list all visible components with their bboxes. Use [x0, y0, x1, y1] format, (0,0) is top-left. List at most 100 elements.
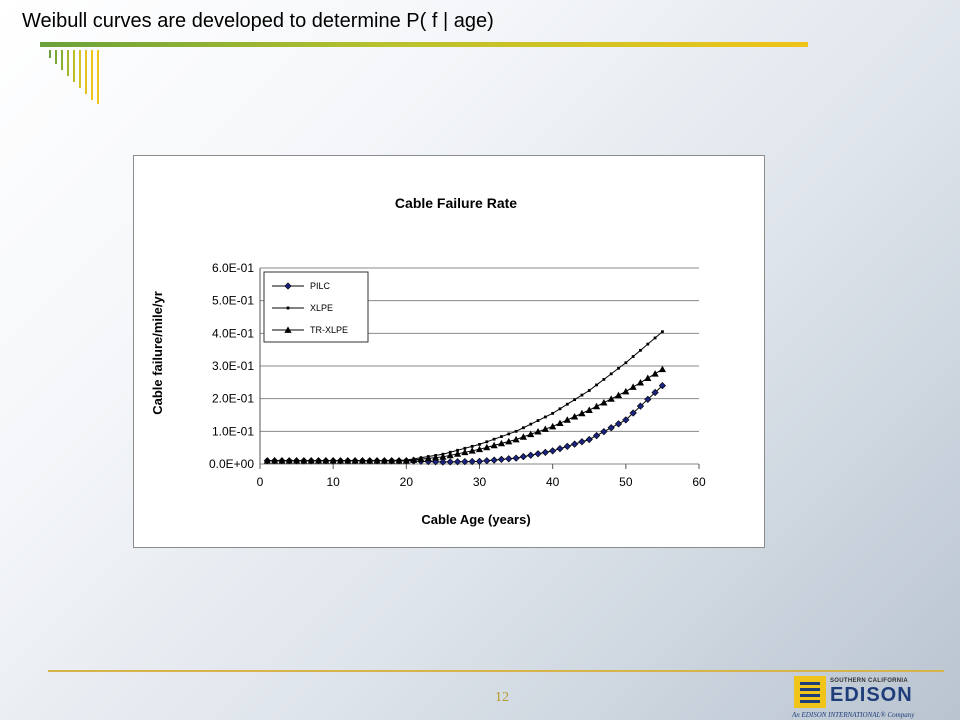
data-point: [463, 446, 467, 450]
legend-swatch-marker: [284, 326, 292, 333]
data-point: [646, 342, 650, 346]
x-tick-label: 40: [546, 475, 560, 489]
data-point: [410, 456, 418, 463]
data-point: [551, 411, 555, 415]
data-point: [388, 457, 396, 464]
data-point: [658, 381, 667, 390]
data-point: [512, 454, 520, 462]
chart-title: Cable Failure Rate: [395, 195, 517, 211]
series-xlpe: [265, 330, 664, 463]
legend-label: PILC: [310, 281, 331, 291]
x-axis-label: Cable Age (years): [421, 512, 530, 527]
data-point: [453, 450, 462, 457]
data-point: [578, 438, 586, 446]
data-point: [505, 455, 513, 463]
data-point: [490, 456, 498, 464]
data-point: [600, 428, 608, 436]
data-point: [658, 365, 667, 373]
data-point: [639, 348, 642, 352]
data-point: [578, 409, 586, 417]
data-point: [644, 395, 652, 403]
y-tick-label: 2.0E-01: [212, 392, 254, 406]
x-tick-label: 10: [326, 475, 340, 489]
data-point: [336, 457, 345, 464]
data-point: [329, 457, 337, 464]
data-point: [278, 457, 286, 464]
legend-swatch-marker: [284, 282, 292, 290]
data-point: [358, 457, 367, 464]
series-line: [267, 331, 663, 462]
data-point: [573, 398, 577, 402]
data-point: [534, 450, 542, 458]
data-point: [300, 457, 308, 464]
legend-label: XLPE: [310, 303, 333, 313]
y-tick-label: 0.0E+00: [209, 457, 254, 471]
cable-failure-rate-chart: Cable Failure Rate Cable Age (years) Cab…: [150, 195, 706, 527]
data-point: [549, 447, 557, 455]
data-point: [571, 413, 579, 420]
data-point: [417, 455, 425, 463]
data-point: [373, 457, 381, 464]
data-point: [490, 441, 498, 449]
data-point: [556, 445, 564, 453]
legend: PILC XLPE TR-XLPE: [263, 271, 369, 343]
sun-logo-icon: [794, 676, 826, 708]
data-point: [475, 457, 484, 466]
axes: 0.0E+00 1.0E-01 2.0E-01 3.0E-01 4.0E-01 5.0E-…: [209, 261, 706, 489]
data-point: [285, 457, 293, 464]
data-point: [402, 457, 410, 464]
y-axis-label: Cable failure/mile/yr: [150, 291, 165, 415]
data-point: [475, 445, 484, 453]
data-point: [541, 448, 549, 456]
y-tick-label: 5.0E-01: [212, 294, 254, 308]
data-point: [485, 440, 489, 444]
data-point: [351, 457, 359, 464]
data-point: [527, 451, 535, 459]
data-point: [629, 383, 637, 390]
x-tick-label: 30: [473, 475, 487, 489]
series-pilc: [263, 381, 667, 466]
data-point: [570, 440, 579, 448]
data-point: [558, 407, 562, 411]
x-tick-label: 20: [400, 475, 414, 489]
data-point: [607, 395, 615, 402]
series-layer: [263, 330, 667, 466]
data-point: [563, 416, 571, 423]
data-point: [595, 383, 598, 387]
data-point: [549, 422, 557, 430]
data-point: [617, 366, 620, 370]
logo-small-text: SOUTHERN CALIFORNIA: [830, 678, 909, 684]
data-point: [522, 426, 525, 430]
data-point: [631, 355, 635, 358]
data-point: [507, 432, 511, 436]
footer-rule: [48, 670, 944, 672]
data-point: [478, 443, 481, 446]
data-point: [497, 439, 506, 447]
data-point: [344, 457, 352, 464]
legend-label: TR-XLPE: [310, 325, 348, 335]
data-point: [543, 415, 547, 419]
data-point: [541, 425, 549, 432]
title-rule: [40, 42, 808, 47]
edison-logo: SOUTHERN CALIFORNIA EDISON An EDISON INT…: [790, 676, 940, 720]
decorative-stripes: [49, 50, 99, 104]
data-point: [536, 419, 540, 422]
x-tick-label: 0: [257, 475, 264, 489]
data-point: [624, 361, 628, 365]
x-tick-label: 50: [619, 475, 633, 489]
data-point: [607, 424, 615, 432]
data-point: [602, 377, 606, 381]
data-point: [644, 374, 652, 382]
data-point: [587, 389, 591, 392]
data-point: [461, 458, 469, 466]
chart-frame: Cable Failure Rate Cable Age (years) Cab…: [133, 155, 765, 548]
data-point: [592, 402, 601, 410]
y-tick-label: 6.0E-01: [212, 261, 254, 275]
data-point: [512, 435, 520, 443]
data-point: [651, 388, 659, 397]
logo-name: EDISON: [830, 684, 913, 706]
data-point: [556, 419, 564, 427]
data-point: [307, 457, 315, 464]
y-tick-label: 4.0E-01: [212, 326, 254, 340]
data-point: [500, 435, 503, 438]
